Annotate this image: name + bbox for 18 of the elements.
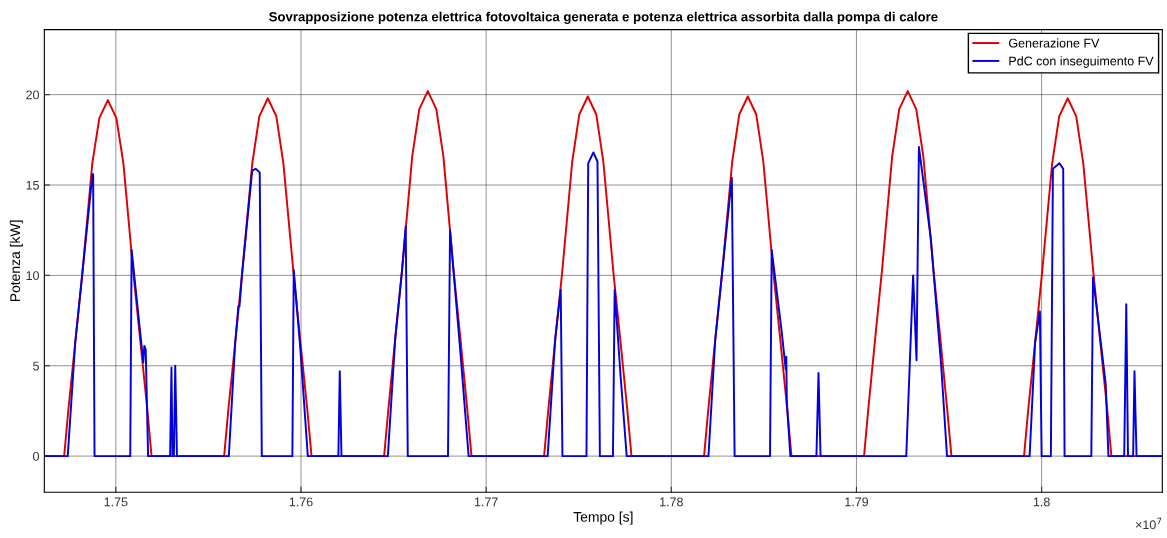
x-tick-label: 1.79	[845, 497, 869, 507]
text: ×10$^{7}$	[1135, 517, 1162, 530]
legend-label: Generazione FV	[1009, 38, 1100, 48]
line-series	[44, 146, 1163, 458]
x-tick-label: 1.76	[289, 497, 313, 507]
x-tick-label: 1.8	[1033, 497, 1050, 507]
x-tick-label: 1.75	[104, 497, 128, 507]
chart-title: Sovrapposizione potenza elettrica fotovoltaica generata e potenza elettrica assorbita dalla pompa di calore	[269, 11, 938, 25]
y-axis-title: Potenza [kW]	[9, 220, 23, 302]
y-tick-label: 15	[26, 180, 39, 190]
y-tick-label: 20	[26, 90, 39, 100]
y-tick-label: 0	[33, 451, 39, 461]
x-tick-label: 1.77	[474, 497, 498, 507]
legend-label: PdC con inseguimento FV	[1009, 56, 1154, 68]
x-axis-title: Tempo [s]	[573, 511, 633, 525]
x-tick-label: 1.78	[660, 497, 683, 507]
y-tick-label: 10	[26, 271, 39, 281]
y-tick-label: 5	[33, 361, 39, 371]
